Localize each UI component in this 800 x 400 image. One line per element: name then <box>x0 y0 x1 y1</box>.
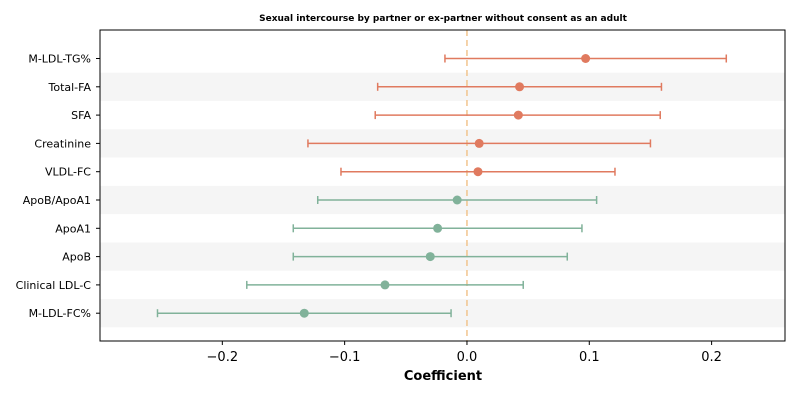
y-tick-label: M-LDL-TG% <box>28 53 91 66</box>
y-axis-ticks <box>96 58 100 314</box>
y-tick-label: ApoB <box>62 251 91 264</box>
x-axis-ticks: −0.2 −0.1 0.0 0.1 0.2 <box>207 341 722 365</box>
x-tick-label: 0.1 <box>579 350 600 365</box>
point-estimate <box>513 110 523 120</box>
y-axis-labels: M-LDL-TG% Total-FA SFA Creatinine VLDL-FC Apo… <box>16 53 92 321</box>
point-estimate <box>515 82 525 92</box>
point-estimate <box>380 280 390 290</box>
x-tick-label: −0.1 <box>329 350 361 365</box>
x-tick-label: 0.2 <box>701 350 722 365</box>
y-tick-label: Creatinine <box>34 137 91 150</box>
y-tick-label: Total-FA <box>47 81 91 94</box>
point-estimate <box>299 308 309 318</box>
point-estimate <box>433 223 443 233</box>
y-tick-label: M-LDL-FC% <box>29 307 91 320</box>
y-tick-label: ApoA1 <box>55 222 91 235</box>
x-axis-label: Coefficient <box>404 369 482 384</box>
y-tick-label: ApoB/ApoA1 <box>23 194 91 207</box>
chart-title: Sexual intercourse by partner or ex-part… <box>259 14 627 24</box>
plot-frame <box>99 29 786 342</box>
x-tick-label: 0.0 <box>457 350 478 365</box>
y-tick-label: VLDL-FC <box>45 166 91 179</box>
point-estimate <box>425 252 435 262</box>
point-estimate <box>581 54 591 63</box>
point-estimate <box>474 138 484 148</box>
point-estimates <box>299 54 591 318</box>
y-tick-label: SFA <box>71 109 91 122</box>
point-estimate <box>452 195 462 205</box>
x-tick-label: −0.2 <box>207 350 239 365</box>
point-estimate <box>473 167 483 177</box>
y-tick-label: Clinical LDL-C <box>16 279 92 292</box>
